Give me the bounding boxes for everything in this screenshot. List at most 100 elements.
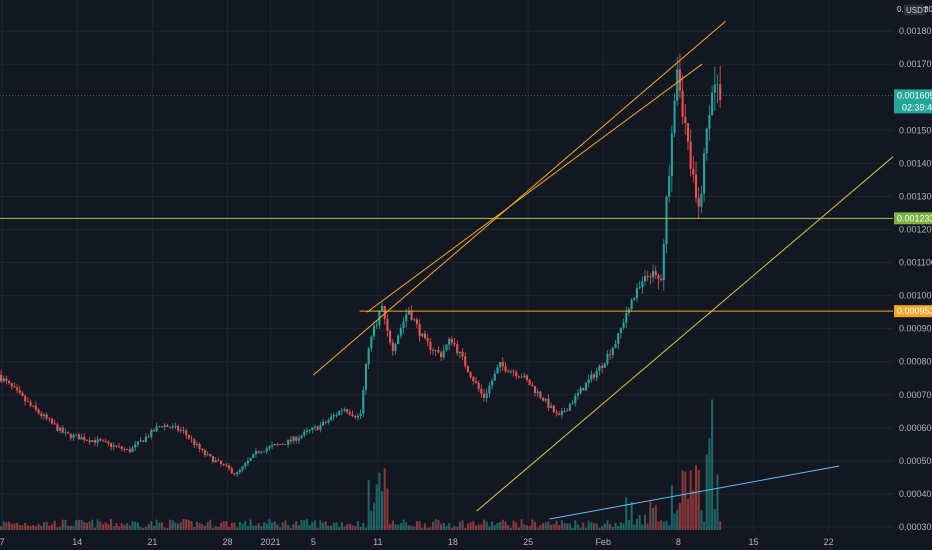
volume-bar (222, 521, 225, 530)
volume-bar (539, 525, 542, 530)
volume-bar (338, 526, 341, 530)
volume-bar (332, 522, 335, 530)
candle-body (284, 444, 287, 445)
volume-bar (386, 488, 389, 530)
level-badge-green-text: 0.00123383 (897, 213, 932, 223)
volume-bar (568, 523, 571, 530)
candle-body (150, 430, 153, 437)
candle-body (533, 386, 537, 393)
volume-bar (26, 525, 29, 530)
candle-body (440, 352, 443, 358)
candle-body (660, 278, 663, 281)
candle-body (268, 446, 271, 449)
x-tick-label: 21 (147, 537, 157, 547)
volume-bar (303, 520, 306, 530)
volume-bar (681, 470, 684, 530)
volume-bar (480, 524, 483, 530)
volume-bar (182, 519, 185, 530)
volume-bar (185, 519, 188, 530)
volume-bar (601, 526, 604, 530)
volume-bar (512, 520, 515, 530)
volume-bar (233, 522, 236, 530)
volume-bar (228, 527, 231, 530)
volume-bar (394, 524, 397, 530)
candle-body (295, 436, 298, 441)
candle-body (260, 451, 263, 453)
candle-body (657, 275, 660, 279)
candle-body (611, 347, 614, 355)
volume-bar (348, 523, 351, 530)
volume-bar (528, 526, 531, 530)
candle-body (112, 445, 115, 448)
candle-body (571, 402, 574, 405)
candle-body (367, 348, 370, 365)
volume-bar (474, 525, 478, 530)
candle-body (182, 430, 185, 431)
candle-body (568, 404, 571, 411)
candle-body (177, 426, 180, 431)
volume-bar (458, 521, 461, 530)
candle-body (321, 421, 325, 426)
candle-body (542, 397, 545, 401)
candle-body (410, 310, 413, 320)
candle-body (72, 434, 75, 439)
volume-bar (330, 525, 333, 530)
candle-body (144, 436, 147, 442)
volume-bar (273, 521, 276, 530)
volume-bar (633, 524, 636, 530)
volume-bar (536, 527, 539, 530)
candle-body (375, 324, 378, 326)
candle-body (110, 443, 113, 448)
candle-body (313, 426, 317, 428)
candle-body (252, 453, 255, 459)
currency-label-box[interactable]: 0. USDT 30 (890, 4, 932, 16)
volume-bar (378, 472, 381, 530)
candle-body (163, 425, 166, 427)
candle-body (638, 287, 641, 289)
volume-bar (112, 526, 115, 530)
volume-bar (466, 523, 469, 530)
candle-body (190, 438, 193, 440)
time-axis[interactable]: 7 14 21 28 2021 5 11 18 25 Feb 8 15 22 (0, 537, 834, 547)
level-badge-orange-bg (894, 305, 932, 318)
candle-body (477, 382, 480, 389)
volume-bar (126, 523, 129, 530)
volume-bar (24, 522, 27, 530)
volume-bar (163, 527, 166, 530)
volume-bar (488, 526, 491, 530)
candle-body (201, 448, 204, 451)
volume-bar (367, 480, 370, 530)
volume-bar (123, 524, 126, 530)
volume-bar (517, 527, 520, 530)
candle-body (13, 386, 16, 388)
volume-bar (662, 521, 665, 530)
volume-bar (654, 504, 657, 530)
candle-body (303, 431, 306, 436)
volume-bar (619, 522, 622, 530)
candle-body (69, 433, 72, 439)
volume-bar (509, 527, 512, 530)
candle-body (552, 405, 555, 413)
volume-bar (85, 522, 88, 530)
candle-body (171, 426, 174, 428)
candle-body (128, 449, 131, 453)
volume-bar (686, 498, 690, 530)
volume-bar (711, 399, 714, 530)
candle-body (225, 465, 228, 466)
price-axis[interactable]: 0.00180000 0.00170000 0.00150000 0.00140000… (899, 26, 932, 532)
volume-bar (673, 513, 676, 530)
candle-body (472, 377, 475, 382)
candle-body (590, 374, 593, 380)
volume-bar (665, 520, 668, 530)
volume-bar (625, 497, 628, 530)
candle-body (351, 414, 354, 416)
volume-bar (118, 526, 121, 530)
candle-body (464, 356, 467, 367)
volume-bar (630, 501, 633, 530)
volume-bar (61, 519, 64, 530)
volume-bar (128, 525, 131, 530)
volume-bar (684, 471, 687, 530)
candle-body (120, 446, 123, 449)
